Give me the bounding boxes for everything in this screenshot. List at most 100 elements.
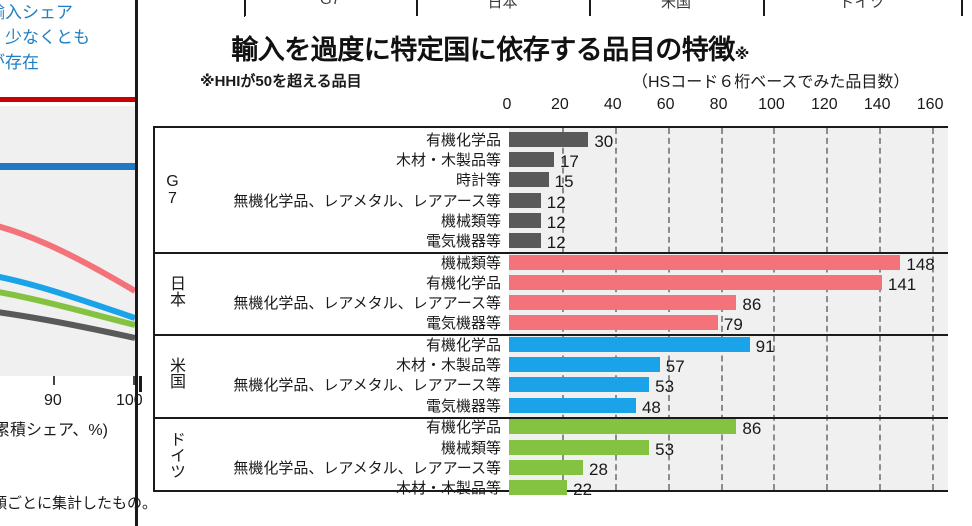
bar: [509, 419, 737, 435]
bar: [509, 192, 541, 208]
bar-value-label: 141: [887, 274, 917, 294]
bar: [509, 254, 901, 270]
group-label-日本: 日本: [167, 275, 184, 308]
chart-title: 輸入を過度に特定国に依存する品目の特徴※: [140, 28, 840, 67]
top-table-header-japan: 日本: [487, 0, 518, 11]
bar: [509, 479, 568, 495]
chart-plot-frame: 30 有機化学品 17 木材・木製品等 15 時計等 12 無機化学品、レアメタル、レアアース…: [153, 126, 948, 498]
category-label: 無機化学品、レアメタル、レアアース等: [233, 295, 501, 313]
category-label: 無機化学品、レアメタル、レアアース等: [233, 377, 501, 395]
chart-title-mark: ※: [734, 46, 750, 63]
left-x-tick-90: 90: [44, 392, 62, 409]
left-headline-line-2: 、少なくとも: [0, 28, 90, 47]
bar-value-label: 91: [755, 337, 775, 356]
gridline-140: [879, 128, 882, 490]
bar-value-label: 22: [573, 479, 593, 499]
group-separator-1: [153, 334, 948, 337]
bar: [509, 315, 718, 331]
left-chart-curves: [0, 223, 135, 341]
top-table-header-strip: G7 日本 米国 ドイツ: [0, 0, 972, 17]
x-tick-label-120: 120: [810, 96, 838, 113]
left-partial-slide-panel: 輸入シェア 、少なくとも が存在 90 100 累積シェア、%) 類ごとに集計し…: [0, 0, 157, 526]
group-label-ドイツ: ドイツ: [167, 430, 184, 479]
bar-value-label: 12: [546, 233, 566, 252]
left-line-chart: [0, 106, 138, 376]
bar: [509, 295, 737, 311]
bar: [509, 274, 882, 290]
category-label: 機械類等: [440, 212, 501, 230]
bar-value-label: 53: [655, 377, 675, 397]
chart-title-text: 輸入を過度に特定国に依存する品目の特徴: [231, 35, 735, 65]
x-tick-label-20: 20: [550, 96, 569, 113]
gridline-100: [773, 128, 776, 490]
category-label: 木材・木製品等: [395, 479, 501, 497]
group-label-米国: 米国: [167, 357, 184, 390]
category-label: 電気機器等: [425, 315, 501, 333]
top-table-header-usa: 米国: [660, 0, 691, 11]
chart-x-axis-tick-labels: 0 20 40 60 80 100 120 140 160: [140, 96, 972, 118]
category-label: 機械類等: [440, 439, 501, 457]
category-label: 木材・木製品等: [395, 357, 501, 375]
x-tick-label-100: 100: [758, 96, 785, 113]
bar-value-label: 28: [589, 459, 608, 479]
chart-unit-note: （HSコード６桁ベースでみた品目数）: [632, 74, 910, 91]
top-table-header-germany: ドイツ: [839, 0, 885, 11]
group-separator-2: [153, 416, 948, 419]
left-chart-x-ticks: [0, 376, 142, 392]
bar: [509, 337, 750, 352]
category-label: 電気機器等: [425, 397, 501, 415]
group-separator-0: [153, 251, 948, 254]
bar-value-label: 30: [594, 132, 614, 151]
x-tick-label-60: 60: [656, 96, 675, 113]
x-tick-label-80: 80: [709, 96, 728, 113]
bar: [509, 459, 584, 475]
red-divider-rule: [0, 97, 136, 102]
bar-value-label: 86: [742, 419, 762, 439]
x-tick-label-0: 0: [502, 96, 512, 113]
gridline-120: [826, 128, 829, 490]
bar: [509, 152, 554, 168]
bar-value-label: 148: [906, 254, 935, 274]
category-label: 時計等: [455, 172, 501, 190]
category-label: 有機化学品: [425, 419, 501, 437]
chart-subtitle: ※HHIが50を超える品目: [200, 73, 362, 90]
left-footnote: 類ごとに集計したもの。: [0, 495, 158, 512]
bar-value-label: 48: [641, 397, 661, 417]
panel-vertical-divider: [135, 0, 138, 526]
category-label: 木材・木製品等: [395, 152, 501, 170]
x-tick-label-160: 160: [916, 96, 944, 113]
bar-value-label: 86: [742, 295, 762, 315]
left-chart-x-tick-labels: 90 100: [0, 392, 143, 414]
bar-value-label: 12: [546, 212, 566, 232]
bar-value-label: 12: [546, 192, 566, 212]
category-label: 有機化学品: [425, 132, 501, 149]
bar: [509, 439, 650, 455]
bar: [509, 357, 660, 373]
left-chart-axis-title: 累積シェア、%): [0, 422, 108, 439]
category-label: 有機化学品: [425, 274, 501, 292]
group-label-G7: G7: [164, 172, 181, 207]
bar-value-label: 79: [723, 315, 743, 335]
x-tick-label-140: 140: [863, 96, 891, 113]
main-chart-block: 輸入を過度に特定国に依存する品目の特徴※ ※HHIが50を超える品目 （HSコー…: [140, 0, 972, 526]
category-label: 電気機器等: [425, 233, 501, 250]
bar: [509, 172, 549, 188]
bar: [509, 132, 589, 147]
bar-value-label: 53: [655, 439, 675, 459]
left-x-tick-100: 100: [116, 392, 143, 409]
left-headline-line-3: が存在: [0, 53, 39, 72]
category-label: 有機化学品: [425, 337, 501, 354]
gridline-160: [932, 128, 935, 490]
left-headline-text: 輸入シェア 、少なくとも が存在: [0, 0, 128, 75]
top-table-header-g7: G7: [244, 0, 416, 8]
bar-value-label: 57: [665, 357, 685, 377]
bar: [509, 377, 650, 393]
bar: [509, 397, 636, 413]
category-label: 無機化学品、レアメタル、レアアース等: [233, 459, 501, 477]
bar: [509, 233, 541, 248]
category-label: 無機化学品、レアメタル、レアアース等: [233, 192, 501, 210]
bar: [509, 212, 541, 228]
x-tick-label-40: 40: [603, 96, 622, 113]
category-label: 機械類等: [440, 254, 501, 272]
